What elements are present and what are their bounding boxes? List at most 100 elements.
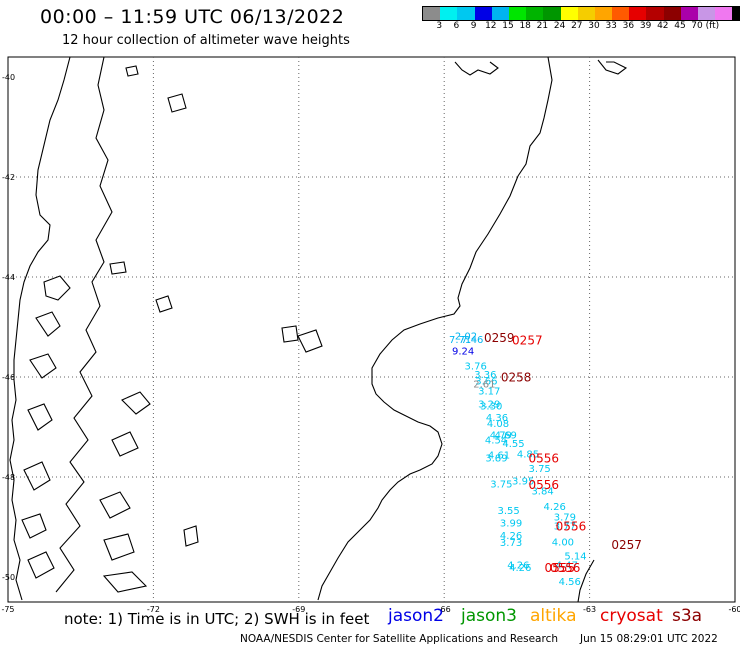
island-small-1: [125, 65, 139, 77]
wave-height-value: 3.30: [480, 402, 502, 413]
color-scale-label: 21: [536, 21, 549, 31]
wave-height-value: 7.71: [449, 335, 471, 346]
wave-height-value: 3.84: [531, 487, 553, 498]
coastline-peninsula: [454, 61, 499, 76]
legend-altika: altika: [530, 606, 577, 626]
wave-height-value: 5.14: [564, 552, 586, 563]
wave-height-value: 3.73: [500, 538, 522, 549]
legend-cryosat: cryosat: [600, 606, 663, 626]
island-small-3: [281, 325, 299, 343]
color-scale-labels: 3 6 9 12 15 18 21 24 27 30 33 36 39 42 45 70 (ft): [422, 21, 740, 33]
color-swatch-4: [491, 7, 509, 20]
wave-height-value: 3.17: [478, 387, 500, 398]
latitude-label: -44: [2, 273, 15, 282]
wave-height-value: 4.26: [507, 561, 529, 572]
longitude-label: -69: [292, 605, 305, 614]
pass-time-value: 0556: [529, 478, 560, 492]
color-swatch-18: [732, 7, 740, 20]
pass-time-value: 0555: [545, 561, 576, 575]
wave-height-value: 4.61: [488, 451, 510, 462]
color-swatch-5: [508, 7, 527, 20]
color-swatch-11: [612, 7, 630, 20]
legend-jason2: jason2: [388, 606, 444, 626]
wave-height-value: 3.76: [465, 362, 487, 373]
wave-height-value: 2.61: [473, 380, 495, 391]
color-swatch-14: [663, 7, 681, 20]
wave-height-value: 3.77: [554, 522, 576, 533]
wave-height-value: 3.89: [485, 454, 507, 465]
color-scale-label: 12: [485, 21, 497, 31]
color-scale-label: 39: [639, 21, 652, 31]
credit-line: NOAA/NESDIS Center for Satellite Applica…: [240, 633, 558, 645]
longitude-label: -63: [583, 605, 596, 614]
wave-height-value: 4.79: [490, 431, 512, 442]
coastline-argentina-south: [577, 559, 595, 603]
island-small-6: [109, 261, 127, 275]
wave-height-value: 4.26: [509, 563, 531, 574]
longitude-label: -60: [728, 605, 740, 614]
wave-height-value: 4.00: [552, 538, 574, 549]
wave-height-value: 3.75: [490, 480, 512, 491]
wave-height-value: 7.46: [461, 335, 483, 346]
color-scale-bar: [422, 6, 740, 21]
island-small-5: [183, 525, 199, 547]
wave-height-value: 3.79: [554, 513, 576, 524]
island-small-2: [167, 93, 187, 113]
wave-height-value: 3.75: [529, 464, 551, 475]
color-swatch-8: [560, 7, 578, 20]
color-swatch-7: [543, 7, 561, 20]
color-swatch-9: [577, 7, 595, 20]
color-scale-label: 9: [470, 21, 477, 31]
wave-height-value: 4.55: [502, 439, 524, 450]
latitude-label: -42: [2, 173, 15, 182]
coastline-argentina: [317, 56, 553, 601]
map-frame: [7, 56, 736, 603]
color-swatch-6: [526, 7, 544, 20]
color-scale-label: 45: [674, 21, 686, 31]
color-swatch-15: [680, 7, 698, 20]
longitude-labels: -75 -72 -69 -66 -63 -60: [1, 605, 740, 614]
color-swatch-16: [698, 7, 716, 20]
legend-s3a: s3a: [672, 606, 703, 626]
island-small-4: [297, 329, 323, 353]
wave-height-value: 3.99: [500, 519, 522, 530]
pass-time-value: 0259: [484, 331, 515, 345]
coastline: [9, 56, 628, 603]
map-title: 00:00 – 11:59 UTC 06/13/2022: [40, 6, 345, 28]
wave-height-value: 4.26: [544, 502, 566, 513]
wave-height-value: 2.02: [455, 332, 477, 343]
legend-jason3: jason3: [461, 606, 517, 626]
latitude-label: -46: [2, 373, 15, 382]
pass-time-value: 0257: [512, 334, 543, 348]
coastline-chile-islands: [21, 275, 71, 579]
map-subtitle: 12 hour collection of altimeter wave hei…: [62, 33, 350, 48]
color-swatch-12: [629, 7, 647, 20]
wave-height-value: 4.69: [495, 431, 517, 442]
color-scale-label: 30: [588, 21, 600, 31]
color-scale-label: 3: [436, 21, 443, 31]
coastline-chile-main: [9, 56, 71, 601]
wave-height-value: 4.08: [487, 419, 509, 430]
color-scale-label: 15: [502, 21, 514, 31]
wave-height-value: 3.36: [474, 370, 496, 381]
color-scale-label: 42: [657, 21, 669, 31]
wave-height-value: 4.47: [556, 561, 578, 572]
wave-height-value: 3.66: [475, 377, 497, 388]
wave-height-value: 4.36: [486, 413, 508, 424]
color-swatch-17: [715, 7, 733, 20]
wave-height-value: 4.54: [485, 436, 507, 447]
wave-height-value: 4.85: [517, 450, 539, 461]
color-swatch-3: [474, 7, 492, 20]
wave-height-value: 4.26: [500, 531, 522, 542]
generated-timestamp: Jun 15 08:29:01 UTC 2022: [580, 633, 718, 645]
latitude-label: -48: [2, 473, 15, 482]
wave-height-value: 3.95: [512, 477, 534, 488]
color-swatch-10: [594, 7, 613, 20]
wave-height-readings: 2.027.717.469.24 3.763.363.662.613.17 3.29…: [449, 332, 587, 589]
color-scale-label: 18: [519, 21, 531, 31]
wave-height-value: 3.29: [478, 400, 500, 411]
island-small-7: [155, 295, 173, 313]
wave-height-value: 4.56: [559, 577, 581, 588]
longitude-label: -66: [438, 605, 451, 614]
